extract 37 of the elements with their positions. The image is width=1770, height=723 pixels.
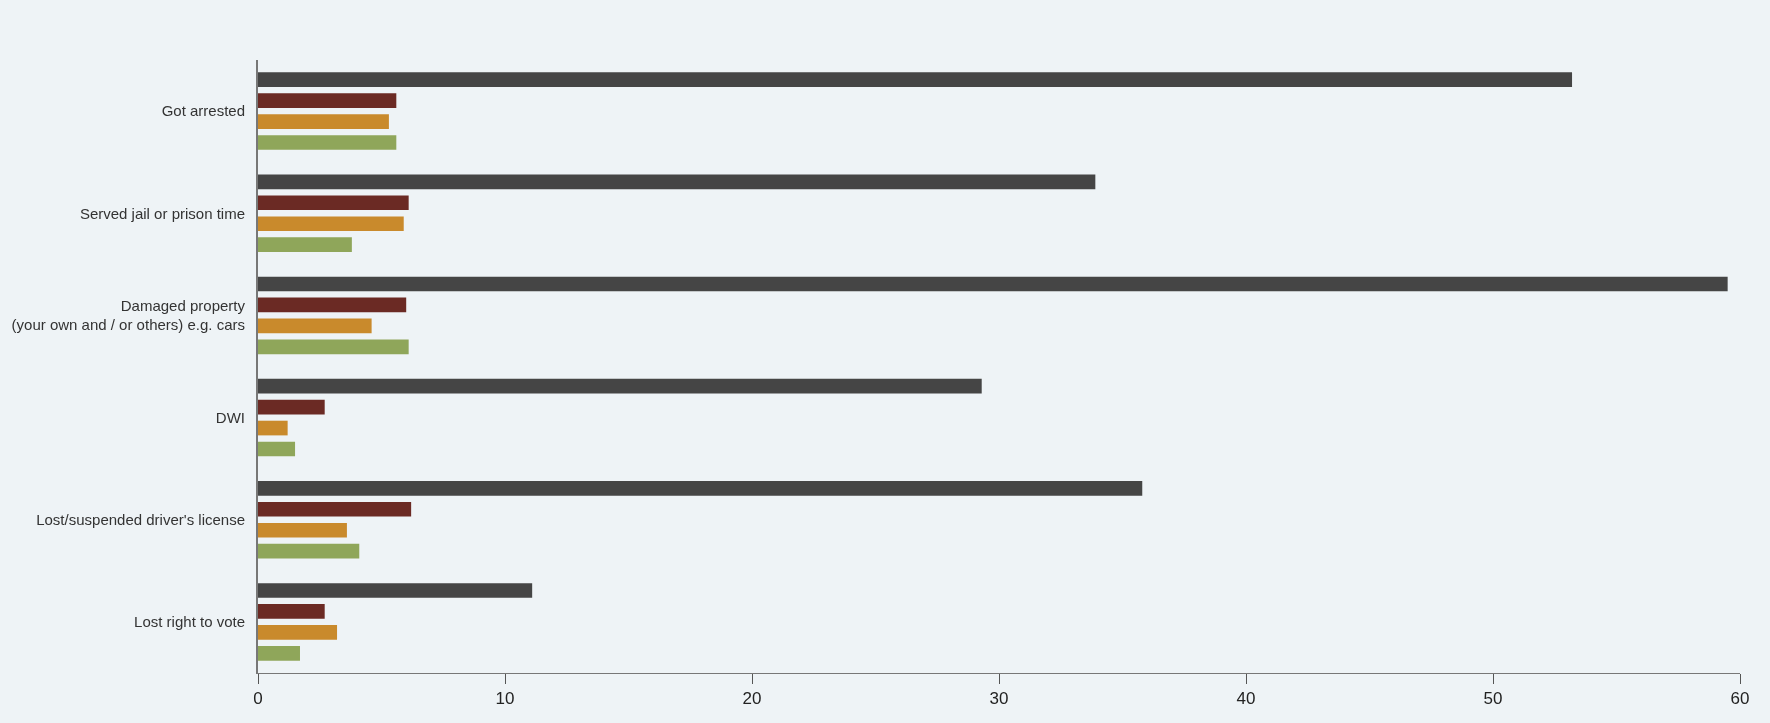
bar [258, 441, 296, 457]
x-tick-label: 60 [1730, 689, 1750, 709]
bar [258, 501, 412, 517]
x-tick-label: 50 [1483, 689, 1503, 709]
x-tick-label: 40 [1236, 689, 1256, 709]
bar [258, 72, 1573, 87]
y-tick-label: Got arrested [161, 102, 245, 120]
bar [258, 339, 409, 355]
y-tick-label: DWI [215, 408, 245, 426]
bar [258, 583, 533, 598]
bar [258, 481, 1143, 496]
bar [258, 625, 338, 640]
bar [258, 135, 397, 150]
bar [258, 297, 407, 313]
bar [258, 216, 404, 232]
bar [258, 174, 1096, 190]
bar [258, 195, 409, 211]
bar [258, 318, 372, 334]
y-tick-label: Damaged property (your own and / or others) e.g. cars [11, 296, 246, 334]
x-tick-label: 10 [495, 689, 515, 709]
y-tick-label: Lost right to vote [134, 613, 245, 631]
bar [258, 604, 325, 619]
bar [258, 114, 389, 129]
bar [258, 237, 352, 252]
bar [258, 93, 397, 108]
bar [258, 522, 347, 538]
x-tick-label: 30 [989, 689, 1009, 709]
bar [258, 399, 325, 415]
y-tick-label: Lost/suspended driver's license [36, 511, 245, 528]
bar [258, 420, 288, 436]
x-tick-label: 0 [253, 689, 263, 709]
bar [258, 378, 982, 394]
bar [258, 646, 300, 661]
bar [258, 276, 1728, 292]
y-tick-label: Served jail or prison time [79, 204, 245, 222]
bar [258, 543, 360, 559]
x-tick-label: 20 [742, 689, 762, 709]
